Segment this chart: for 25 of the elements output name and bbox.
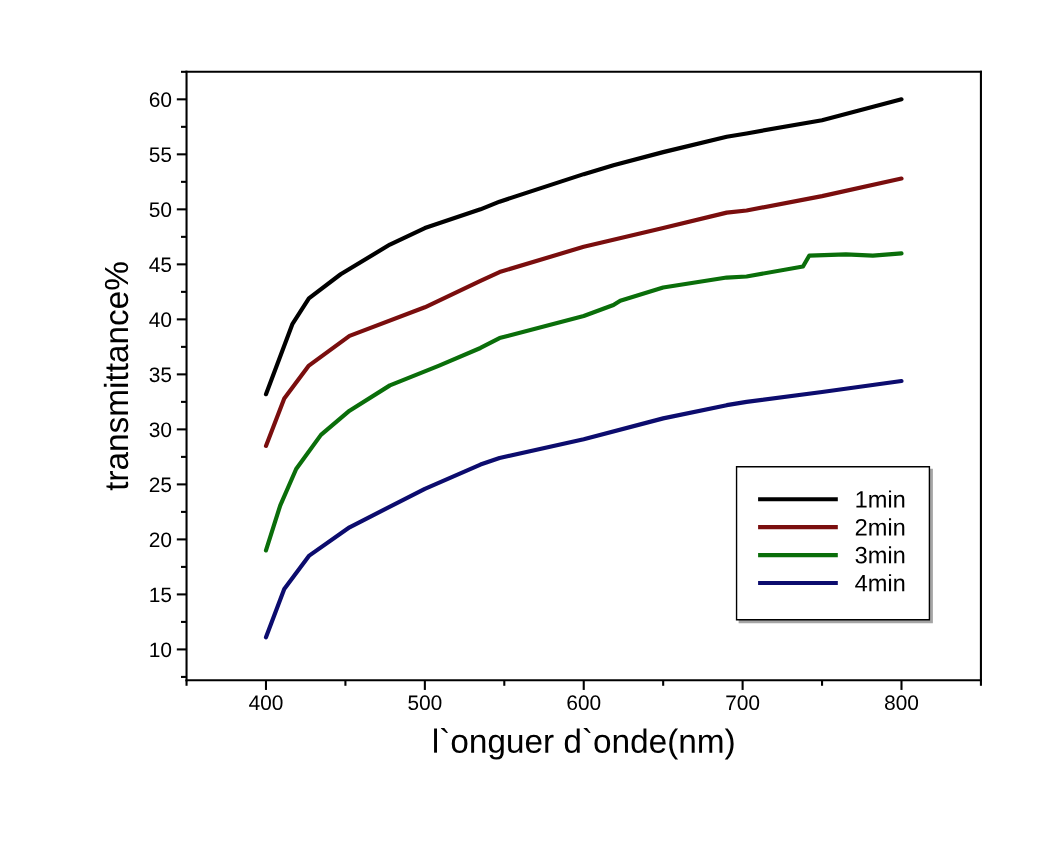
x-tick-label: 800 bbox=[885, 695, 919, 711]
legend-label: 4min bbox=[855, 574, 905, 592]
y-tick-label: 15 bbox=[150, 587, 172, 603]
y-tick-label: 55 bbox=[149, 147, 172, 163]
x-tick-label: 600 bbox=[567, 695, 601, 711]
y-tick-label: 10 bbox=[150, 642, 172, 658]
y-tick-label: 25 bbox=[149, 477, 172, 493]
y-tick-label: 45 bbox=[149, 257, 172, 273]
y-tick-label: 50 bbox=[149, 202, 172, 218]
x-tick-label: 400 bbox=[249, 695, 283, 711]
x-tick-label: 700 bbox=[726, 695, 760, 711]
x-axis-title: l`onguer d`onde(nm) bbox=[434, 728, 734, 760]
y-tick-label: 30 bbox=[149, 422, 172, 438]
line-series bbox=[263, 97, 904, 397]
legend-label: 1min bbox=[856, 490, 905, 508]
y-axis-title: transmittance% bbox=[103, 262, 129, 491]
legend-label: 3min bbox=[855, 546, 905, 564]
line-series bbox=[263, 176, 904, 448]
legend-label: 2min bbox=[855, 518, 905, 536]
y-tick-label: 40 bbox=[149, 312, 172, 328]
line-series bbox=[263, 378, 904, 640]
y-tick-label: 20 bbox=[149, 532, 172, 548]
x-tick-label: 500 bbox=[408, 695, 442, 711]
y-tick-label: 35 bbox=[149, 367, 172, 383]
y-tick-label: 60 bbox=[149, 92, 172, 108]
